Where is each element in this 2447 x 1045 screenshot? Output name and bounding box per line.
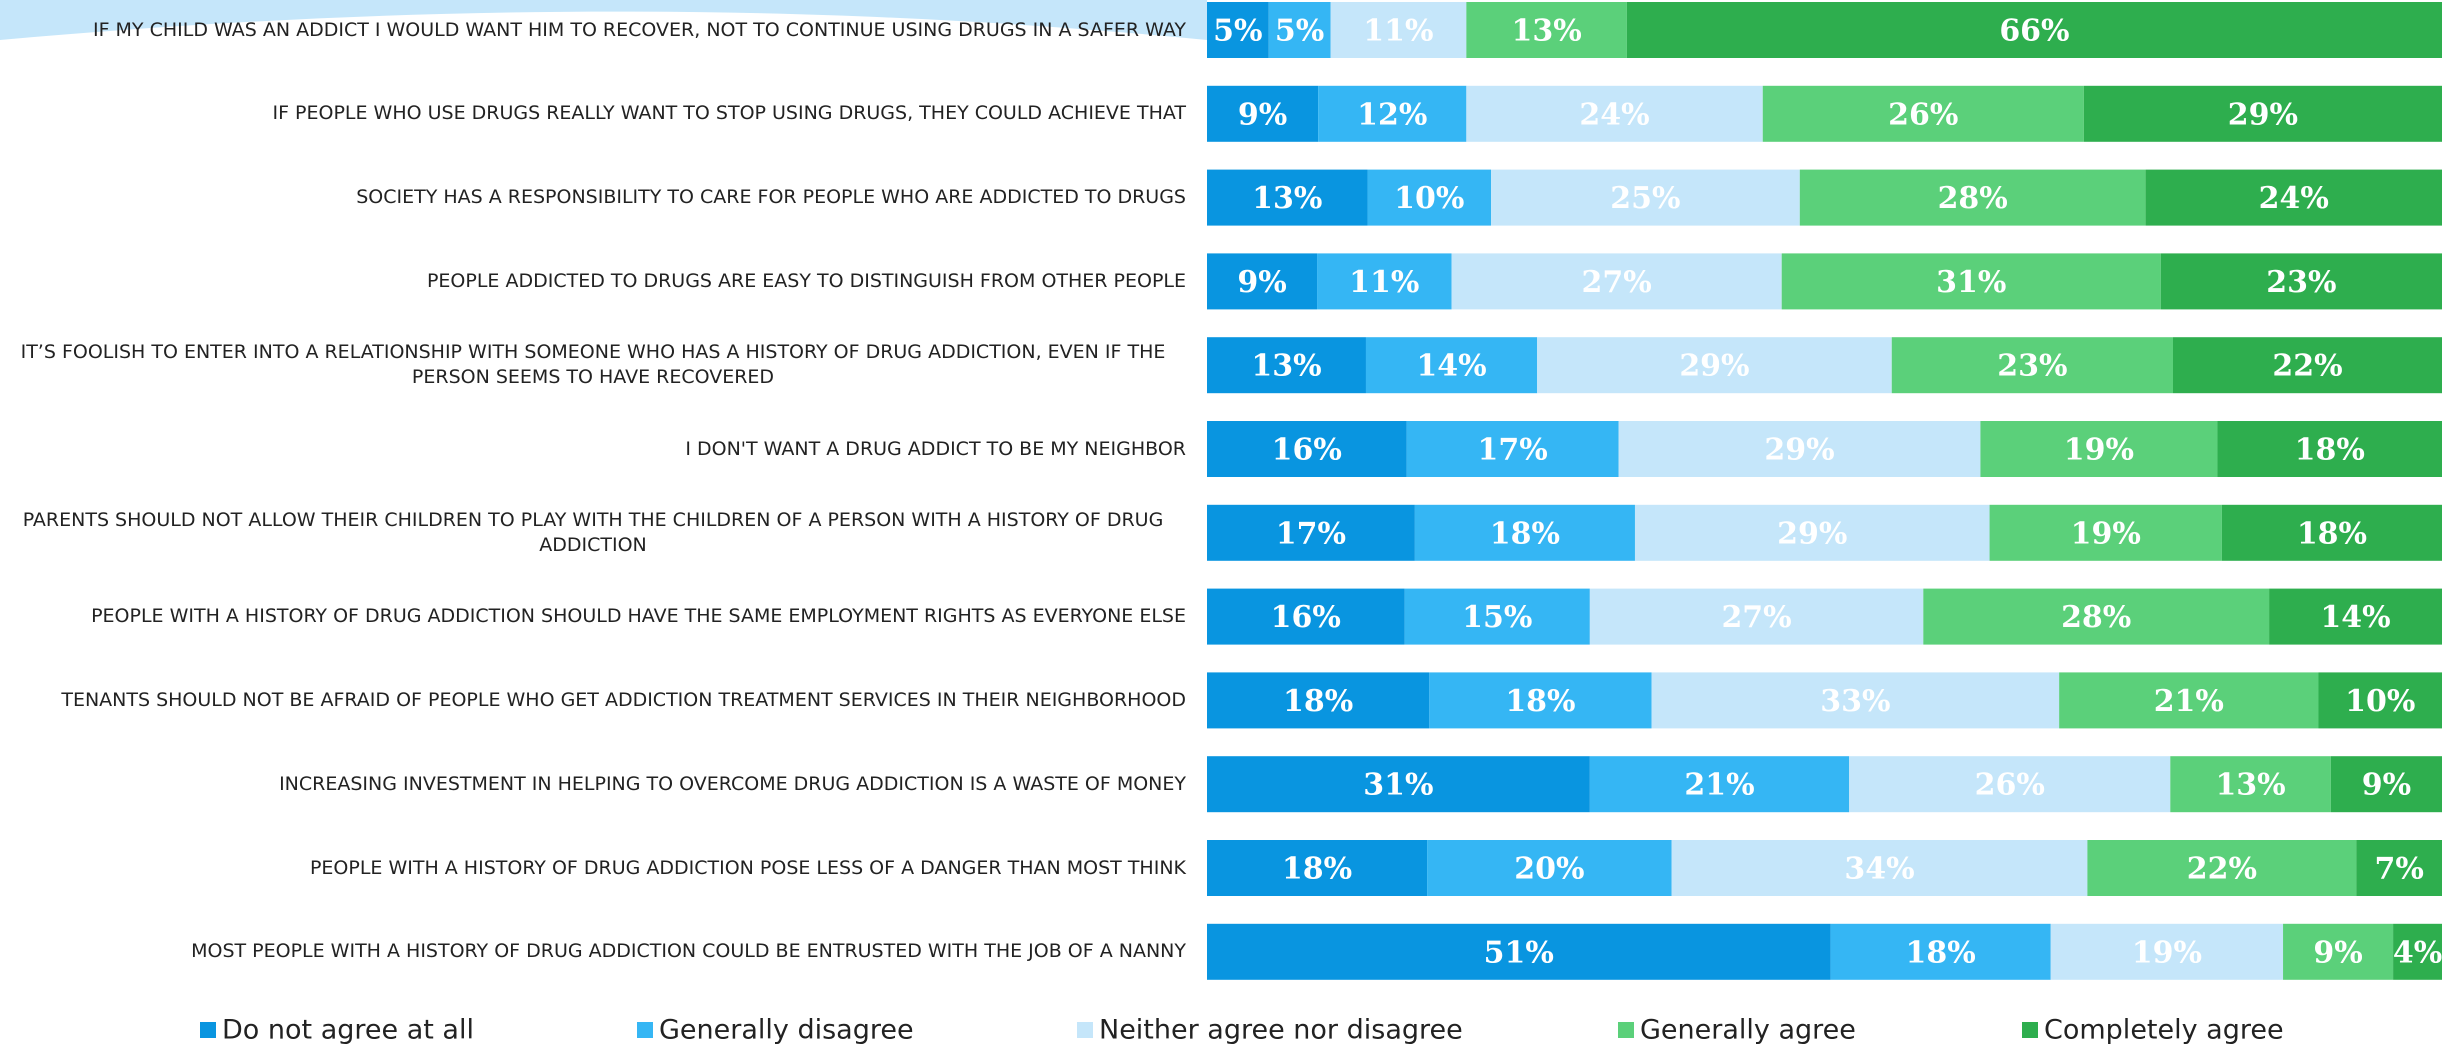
value-label: 17% — [1276, 516, 1346, 551]
value-label: 66% — [1999, 14, 2069, 49]
value-label: 16% — [1271, 600, 1341, 635]
value-label: 5% — [1213, 14, 1262, 49]
value-label: 15% — [1462, 600, 1532, 635]
category-label: PARENTS SHOULD NOT ALLOW THEIR CHILDREN … — [0, 508, 1186, 558]
value-label: 29% — [1777, 516, 1847, 551]
value-label: 24% — [1579, 97, 1649, 132]
value-label: 13% — [1252, 181, 1322, 216]
category-label-box: SOCIETY HAS A RESPONSIBILITY TO CARE FOR… — [0, 163, 1186, 233]
category-label: IT’S FOOLISH TO ENTER INTO A RELATIONSHI… — [0, 340, 1186, 390]
value-label: 9% — [1238, 97, 1287, 132]
category-label: TENANTS SHOULD NOT BE AFRAID OF PEOPLE W… — [61, 688, 1186, 713]
value-label: 12% — [1357, 97, 1427, 132]
value-label: 25% — [1610, 181, 1680, 216]
value-label: 28% — [1938, 181, 2008, 216]
value-label: 21% — [1684, 768, 1754, 803]
value-label: 29% — [1764, 433, 1834, 468]
category-label-box: I DON'T WANT A DRUG ADDICT TO BE MY NEIG… — [0, 414, 1186, 484]
legend-swatch — [1077, 1022, 1093, 1038]
value-label: 22% — [2187, 852, 2257, 887]
value-label: 23% — [1997, 349, 2067, 384]
value-label: 13% — [1511, 14, 1581, 49]
category-label-box: PARENTS SHOULD NOT ALLOW THEIR CHILDREN … — [0, 498, 1186, 568]
value-label: 19% — [2071, 516, 2141, 551]
category-label-box: MOST PEOPLE WITH A HISTORY OF DRUG ADDIC… — [0, 917, 1186, 987]
legend-swatch — [1618, 1022, 1634, 1038]
legend-label: Generally disagree — [659, 1015, 914, 1045]
value-label: 5% — [1275, 14, 1324, 49]
value-label: 31% — [1363, 768, 1433, 803]
value-label: 24% — [2259, 181, 2329, 216]
legend-label: Neither agree nor disagree — [1099, 1015, 1463, 1045]
value-label: 7% — [2375, 852, 2424, 887]
page: 5% 5% 11% 13% 66% 9% 12% 24% 26% 29% 13% 10% 25% 28% 2… — [0, 0, 2447, 1045]
legend-label: Do not agree at all — [222, 1015, 474, 1045]
value-label: 34% — [1844, 852, 1914, 887]
value-label: 19% — [2132, 935, 2202, 970]
category-label: PEOPLE WITH A HISTORY OF DRUG ADDICTION … — [310, 856, 1186, 881]
legend-label: Generally agree — [1640, 1015, 1856, 1045]
value-label: 9% — [2313, 935, 2362, 970]
legend-swatch — [2022, 1022, 2038, 1038]
category-label: PEOPLE WITH A HISTORY OF DRUG ADDICTION … — [91, 604, 1186, 629]
category-label-box: IF PEOPLE WHO USE DRUGS REALLY WANT TO S… — [0, 79, 1186, 149]
legend-swatch — [200, 1022, 216, 1038]
value-label: 20% — [1514, 852, 1584, 887]
legend-label: Completely agree — [2044, 1015, 2284, 1045]
value-label: 51% — [1484, 935, 1554, 970]
value-label: 13% — [2215, 768, 2285, 803]
category-label: MOST PEOPLE WITH A HISTORY OF DRUG ADDIC… — [191, 939, 1186, 964]
value-label: 27% — [1721, 600, 1791, 635]
value-label: 14% — [1416, 349, 1486, 384]
value-label: 18% — [1283, 684, 1353, 719]
category-label-box: PEOPLE WITH A HISTORY OF DRUG ADDICTION … — [0, 582, 1186, 652]
value-label: 14% — [2320, 600, 2390, 635]
value-label: 26% — [1975, 768, 2045, 803]
category-label-box: IT’S FOOLISH TO ENTER INTO A RELATIONSHI… — [0, 330, 1186, 400]
category-label: I DON'T WANT A DRUG ADDICT TO BE MY NEIG… — [685, 437, 1186, 462]
value-label: 28% — [2061, 600, 2131, 635]
category-label-box: PEOPLE WITH A HISTORY OF DRUG ADDICTION … — [0, 833, 1186, 903]
category-label: INCREASING INVESTMENT IN HELPING TO OVER… — [279, 772, 1186, 797]
value-label: 9% — [2362, 768, 2411, 803]
value-label: 31% — [1936, 265, 2006, 300]
category-label: IF PEOPLE WHO USE DRUGS REALLY WANT TO S… — [272, 101, 1186, 126]
category-label-box: TENANTS SHOULD NOT BE AFRAID OF PEOPLE W… — [0, 665, 1186, 735]
value-label: 9% — [1237, 265, 1286, 300]
value-label: 27% — [1581, 265, 1651, 300]
value-label: 11% — [1363, 14, 1433, 49]
category-label-box: IF MY CHILD WAS AN ADDICT I WOULD WANT H… — [0, 0, 1186, 65]
category-label: PEOPLE ADDICTED TO DRUGS ARE EASY TO DIS… — [427, 269, 1186, 294]
value-label: 29% — [2228, 97, 2298, 132]
value-label: 18% — [1282, 852, 1352, 887]
value-label: 23% — [2266, 265, 2336, 300]
value-label: 29% — [1679, 349, 1749, 384]
value-label: 11% — [1349, 265, 1419, 300]
value-label: 18% — [2295, 433, 2365, 468]
value-label: 10% — [2345, 684, 2415, 719]
category-label-box: PEOPLE ADDICTED TO DRUGS ARE EASY TO DIS… — [0, 246, 1186, 316]
value-label: 19% — [2064, 433, 2134, 468]
value-label: 18% — [2297, 516, 2367, 551]
value-label: 13% — [1251, 349, 1321, 384]
value-label: 18% — [1490, 516, 1560, 551]
category-label: SOCIETY HAS A RESPONSIBILITY TO CARE FOR… — [356, 185, 1186, 210]
legend-swatch — [637, 1022, 653, 1038]
value-label: 10% — [1394, 181, 1464, 216]
value-label: 4% — [2393, 935, 2442, 970]
category-label: IF MY CHILD WAS AN ADDICT I WOULD WANT H… — [93, 18, 1186, 43]
value-label: 22% — [2272, 349, 2342, 384]
value-label: 16% — [1272, 433, 1342, 468]
value-label: 18% — [1906, 935, 1976, 970]
value-label: 17% — [1477, 433, 1547, 468]
value-label: 21% — [2154, 684, 2224, 719]
category-label-box: INCREASING INVESTMENT IN HELPING TO OVER… — [0, 749, 1186, 819]
value-label: 26% — [1888, 97, 1958, 132]
value-label: 18% — [1505, 684, 1575, 719]
value-label: 33% — [1820, 684, 1890, 719]
